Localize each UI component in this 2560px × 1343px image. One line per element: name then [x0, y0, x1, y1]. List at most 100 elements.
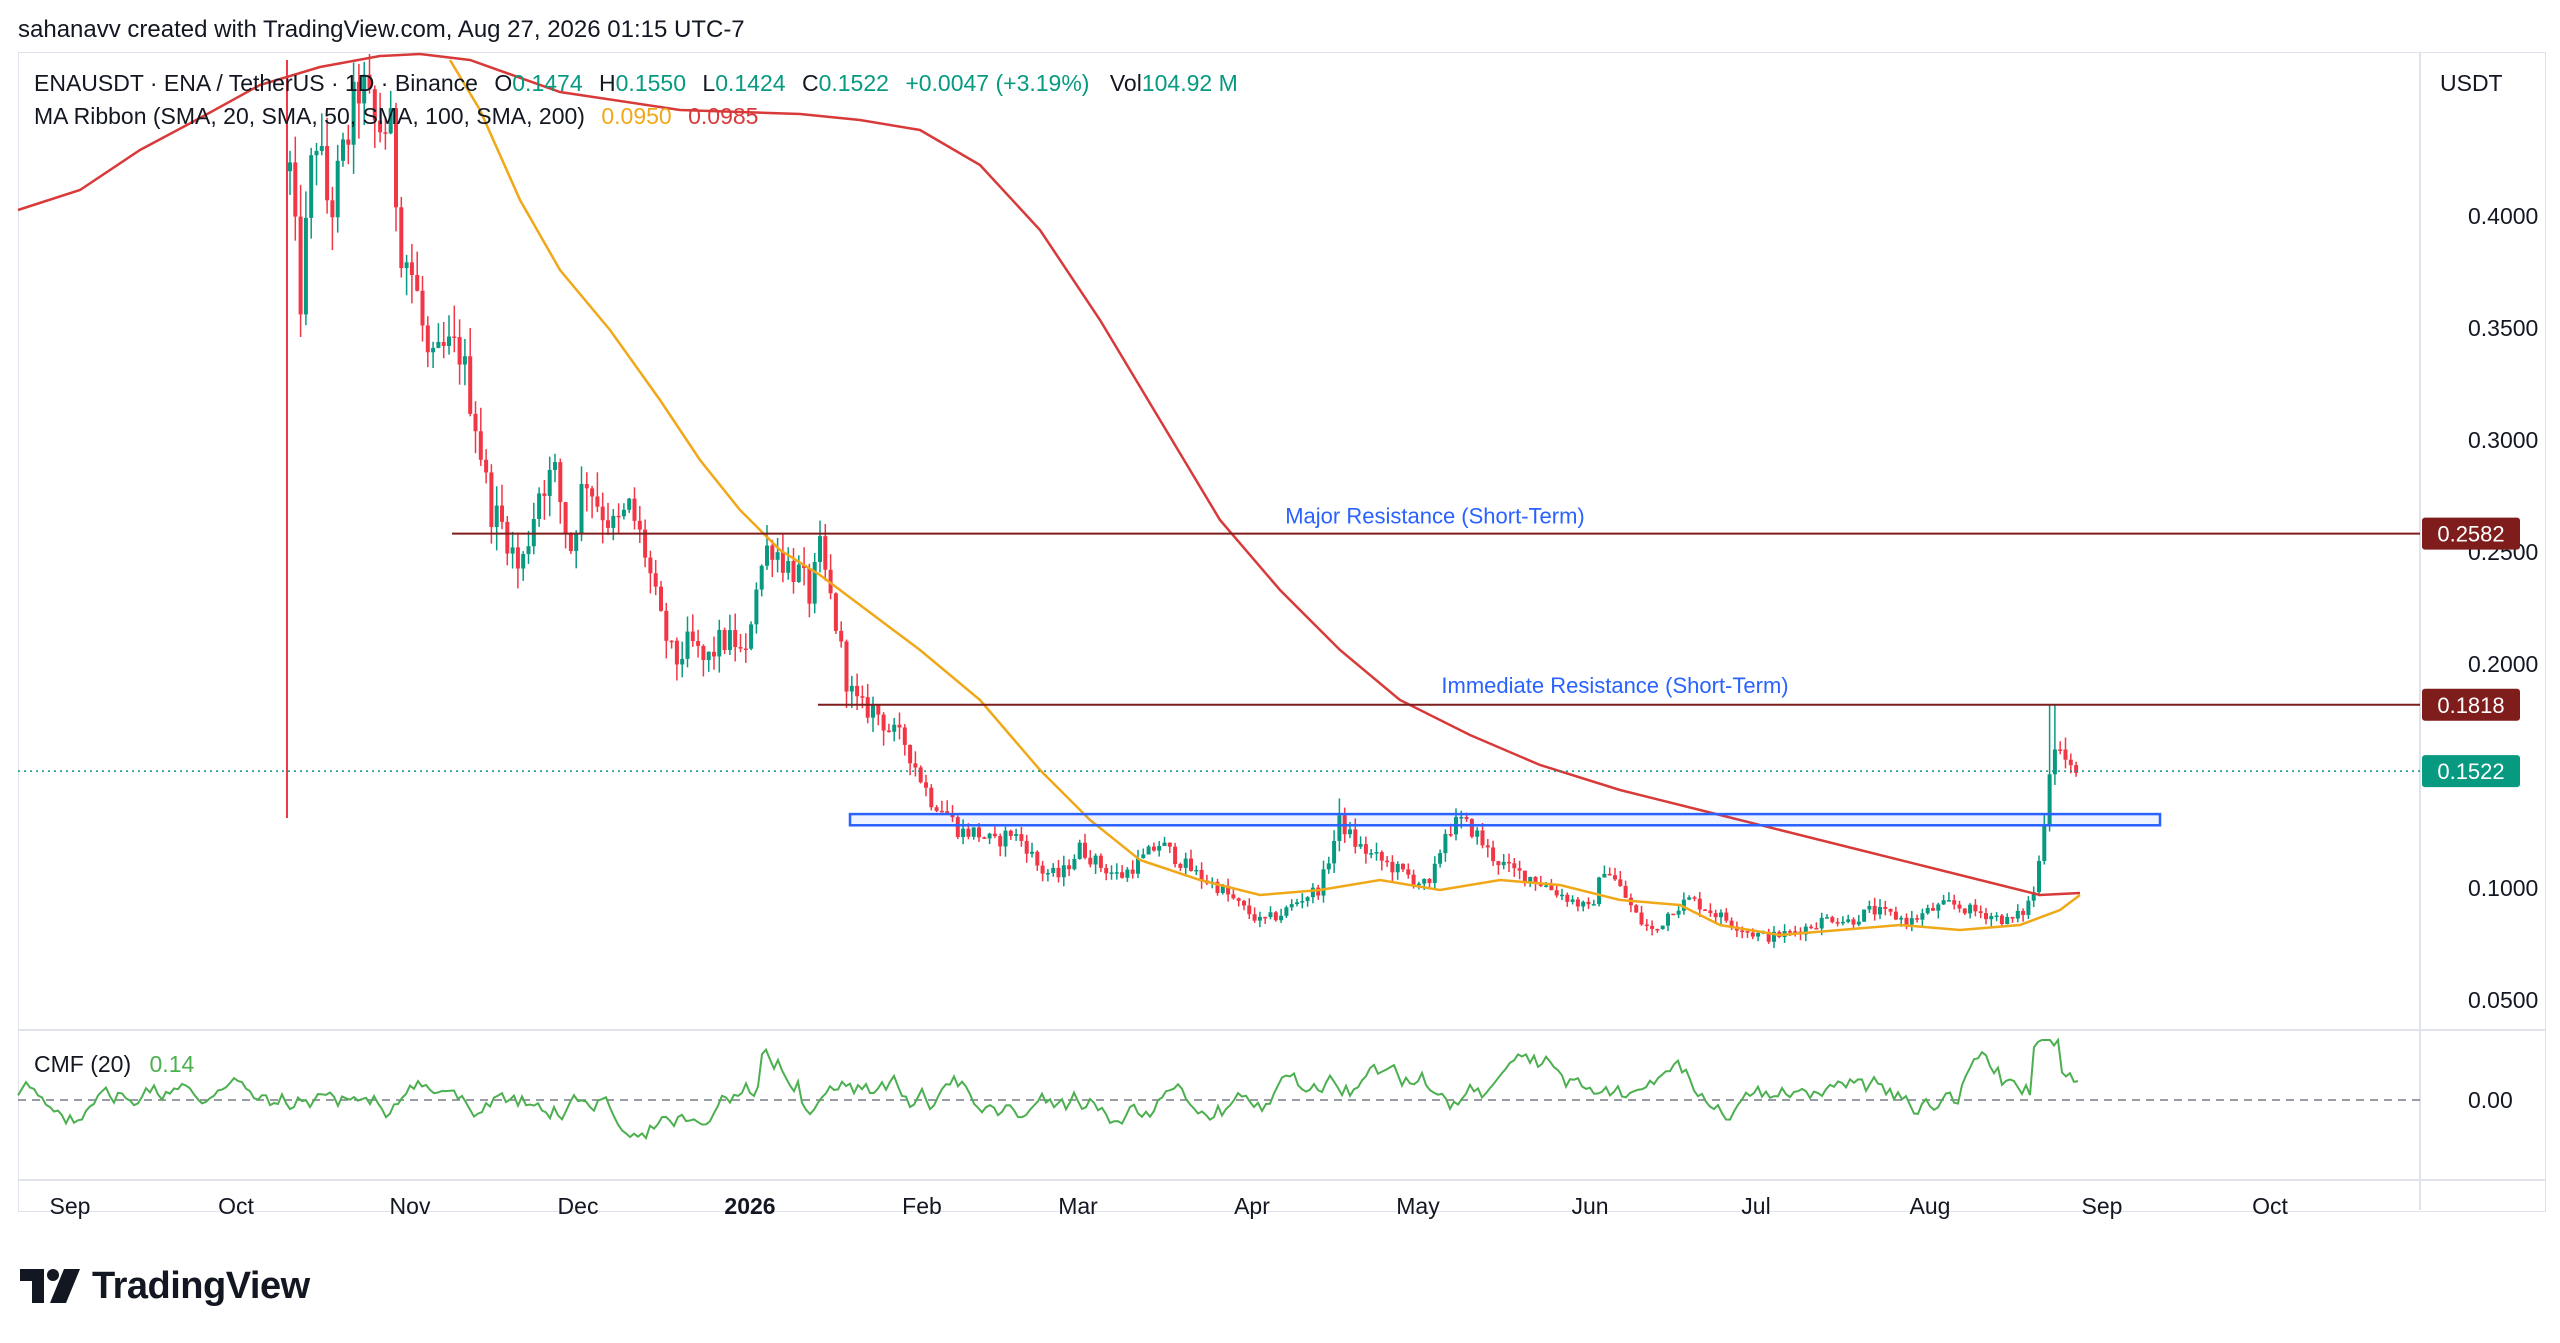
candle-body[interactable] [563, 502, 568, 535]
candle-body[interactable] [1528, 877, 1533, 883]
candle-body[interactable] [1925, 908, 1930, 914]
candle-body[interactable] [712, 651, 716, 657]
candle-body[interactable] [876, 704, 881, 715]
candle-body[interactable] [860, 696, 865, 698]
candle-body[interactable] [892, 724, 897, 732]
candle-body[interactable] [383, 132, 388, 134]
candle-body[interactable] [1941, 900, 1946, 905]
candle-body[interactable] [1803, 926, 1808, 935]
candle-body[interactable] [1136, 858, 1140, 874]
candle-body[interactable] [1671, 913, 1676, 916]
candle-body[interactable] [1623, 885, 1628, 898]
candle-body[interactable] [346, 139, 351, 145]
candle-body[interactable] [918, 767, 923, 783]
candle-body[interactable] [1581, 901, 1586, 907]
candle-body[interactable] [1348, 829, 1352, 835]
candle-body[interactable] [1713, 913, 1718, 918]
candle-body[interactable] [844, 641, 849, 692]
candle-body[interactable] [1507, 861, 1511, 864]
candle-body[interactable] [457, 337, 462, 365]
candle-body[interactable] [473, 413, 478, 432]
candle-body[interactable] [1189, 858, 1193, 871]
candle-body[interactable] [356, 81, 361, 104]
candle-body[interactable] [2026, 900, 2031, 915]
candle-body[interactable] [1544, 885, 1549, 887]
candle-body[interactable] [1390, 861, 1395, 873]
candle-body[interactable] [1851, 919, 1856, 925]
candle-body[interactable] [1517, 868, 1522, 871]
candle-body[interactable] [1088, 857, 1093, 865]
candle-body[interactable] [1337, 815, 1342, 841]
candle-body[interactable] [409, 262, 414, 275]
candle-body[interactable] [743, 648, 748, 650]
candle-body[interactable] [1289, 904, 1294, 908]
candle-body[interactable] [1173, 846, 1178, 864]
candle-body[interactable] [298, 216, 303, 315]
candle-body[interactable] [1194, 869, 1199, 872]
candle-body[interactable] [833, 593, 838, 631]
candle-body[interactable] [1650, 925, 1655, 929]
candle-body[interactable] [415, 274, 420, 291]
candle-body[interactable] [1931, 908, 1935, 911]
candle-body[interactable] [1310, 887, 1315, 898]
candle-body[interactable] [579, 484, 584, 534]
candle-body[interactable] [902, 727, 907, 745]
candle-body[interactable] [897, 724, 902, 728]
candle-body[interactable] [1756, 932, 1761, 937]
candle-body[interactable] [939, 810, 944, 813]
candle-body[interactable] [1183, 858, 1188, 868]
candle-body[interactable] [1316, 887, 1321, 896]
candle-body[interactable] [1554, 890, 1559, 896]
candle-body[interactable] [1284, 907, 1289, 916]
candle-body[interactable] [1846, 919, 1851, 922]
candle-body[interactable] [1533, 877, 1538, 884]
candle-body[interactable] [452, 336, 457, 338]
candle-body[interactable] [1634, 905, 1639, 913]
candle-body[interactable] [436, 341, 441, 348]
candle-body[interactable] [924, 782, 928, 788]
candle-body[interactable] [394, 108, 398, 208]
candle-body[interactable] [314, 150, 319, 156]
candle-body[interactable] [1273, 912, 1278, 921]
candle-body[interactable] [2031, 892, 2036, 901]
candle-body[interactable] [1989, 915, 1994, 920]
candle-body[interactable] [908, 744, 913, 764]
candle-body[interactable] [2047, 774, 2052, 825]
candle-body[interactable] [871, 704, 875, 718]
candle-body[interactable] [1560, 894, 1564, 897]
candle-body[interactable] [1729, 920, 1734, 927]
candle-body[interactable] [1946, 900, 1951, 902]
candle-body[interactable] [1114, 872, 1119, 874]
candle-body[interactable] [521, 554, 526, 569]
ma-ribbon-label[interactable]: MA Ribbon (SMA, 20, SMA, 50, SMA, 100, S… [34, 103, 585, 129]
candle-body[interactable] [362, 74, 367, 104]
candle-body[interactable] [1666, 913, 1670, 926]
candle-body[interactable] [1374, 852, 1379, 854]
candle-body[interactable] [542, 493, 547, 496]
candle-body[interactable] [1957, 904, 1962, 909]
candle-body[interactable] [945, 811, 950, 814]
candle-body[interactable] [1300, 901, 1305, 903]
candle-body[interactable] [1687, 897, 1692, 900]
candle-body[interactable] [780, 552, 785, 573]
candle-body[interactable] [1072, 859, 1077, 870]
candle-body[interactable] [309, 155, 314, 218]
candle-body[interactable] [1480, 830, 1485, 846]
candle-body[interactable] [1978, 911, 1983, 914]
candle-body[interactable] [1157, 845, 1162, 851]
candle-body[interactable] [489, 472, 494, 528]
candle-body[interactable] [1602, 873, 1607, 878]
candle-body[interactable] [1703, 909, 1708, 912]
candle-body[interactable] [1385, 860, 1390, 863]
candle-body[interactable] [733, 630, 738, 648]
candle-body[interactable] [1575, 899, 1580, 907]
candle-body[interactable] [584, 484, 589, 489]
candle-body[interactable] [1432, 863, 1437, 884]
candle-body[interactable] [849, 685, 854, 692]
candle-body[interactable] [961, 828, 966, 837]
candle-body[interactable] [2042, 824, 2047, 862]
tradingview-logo[interactable]: TradingView [20, 1264, 310, 1308]
candle-body[interactable] [1491, 847, 1496, 862]
candle-body[interactable] [537, 493, 542, 520]
